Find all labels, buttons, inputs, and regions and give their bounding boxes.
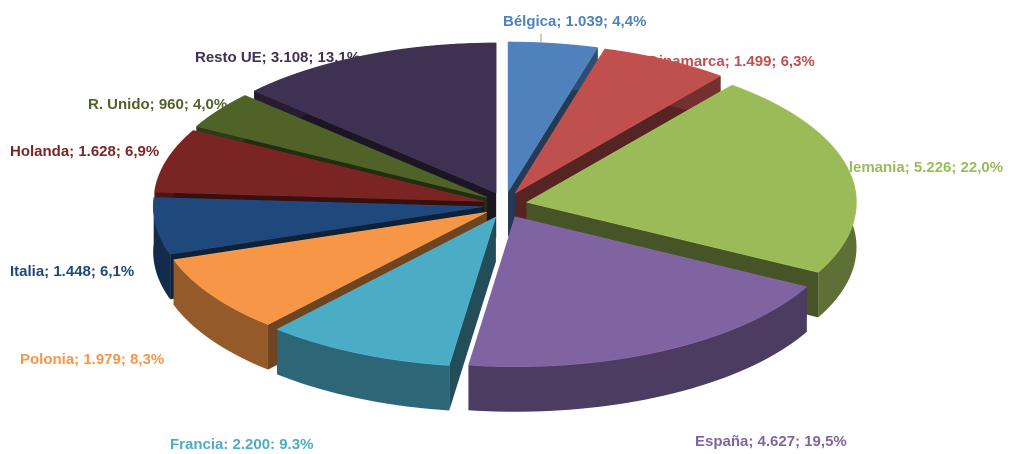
data-label: Bélgica; 1.039; 4,4%	[503, 13, 646, 30]
slice	[253, 42, 497, 194]
slice	[152, 197, 484, 255]
slice	[154, 130, 484, 202]
slice	[525, 84, 857, 273]
slice	[507, 41, 599, 193]
data-label: Polonia; 1.979; 8,3%	[20, 351, 164, 368]
slice-side	[173, 259, 268, 370]
slice	[195, 95, 488, 198]
data-label: Resto UE; 3.108; 13,1%	[195, 49, 360, 66]
slice	[514, 48, 722, 194]
data-label: Francia: 2.200: 9.3%	[170, 436, 313, 453]
data-label: Holanda; 1.628; 6,9%	[10, 143, 159, 160]
slice	[468, 216, 808, 367]
slice-side	[277, 329, 450, 411]
data-label: Italia; 1.448; 6,1%	[10, 263, 134, 280]
slice	[173, 212, 487, 325]
data-label: Dinamarca; 1.499; 6,3%	[648, 53, 815, 70]
data-label: Alemania; 5.226; 22,0%	[838, 159, 1003, 176]
data-label: España; 4.627; 19,5%	[695, 433, 847, 450]
slice-side	[153, 197, 171, 300]
data-label: R. Unido; 960; 4,0%	[88, 96, 227, 113]
slice-side	[468, 286, 807, 412]
slice	[276, 216, 497, 366]
